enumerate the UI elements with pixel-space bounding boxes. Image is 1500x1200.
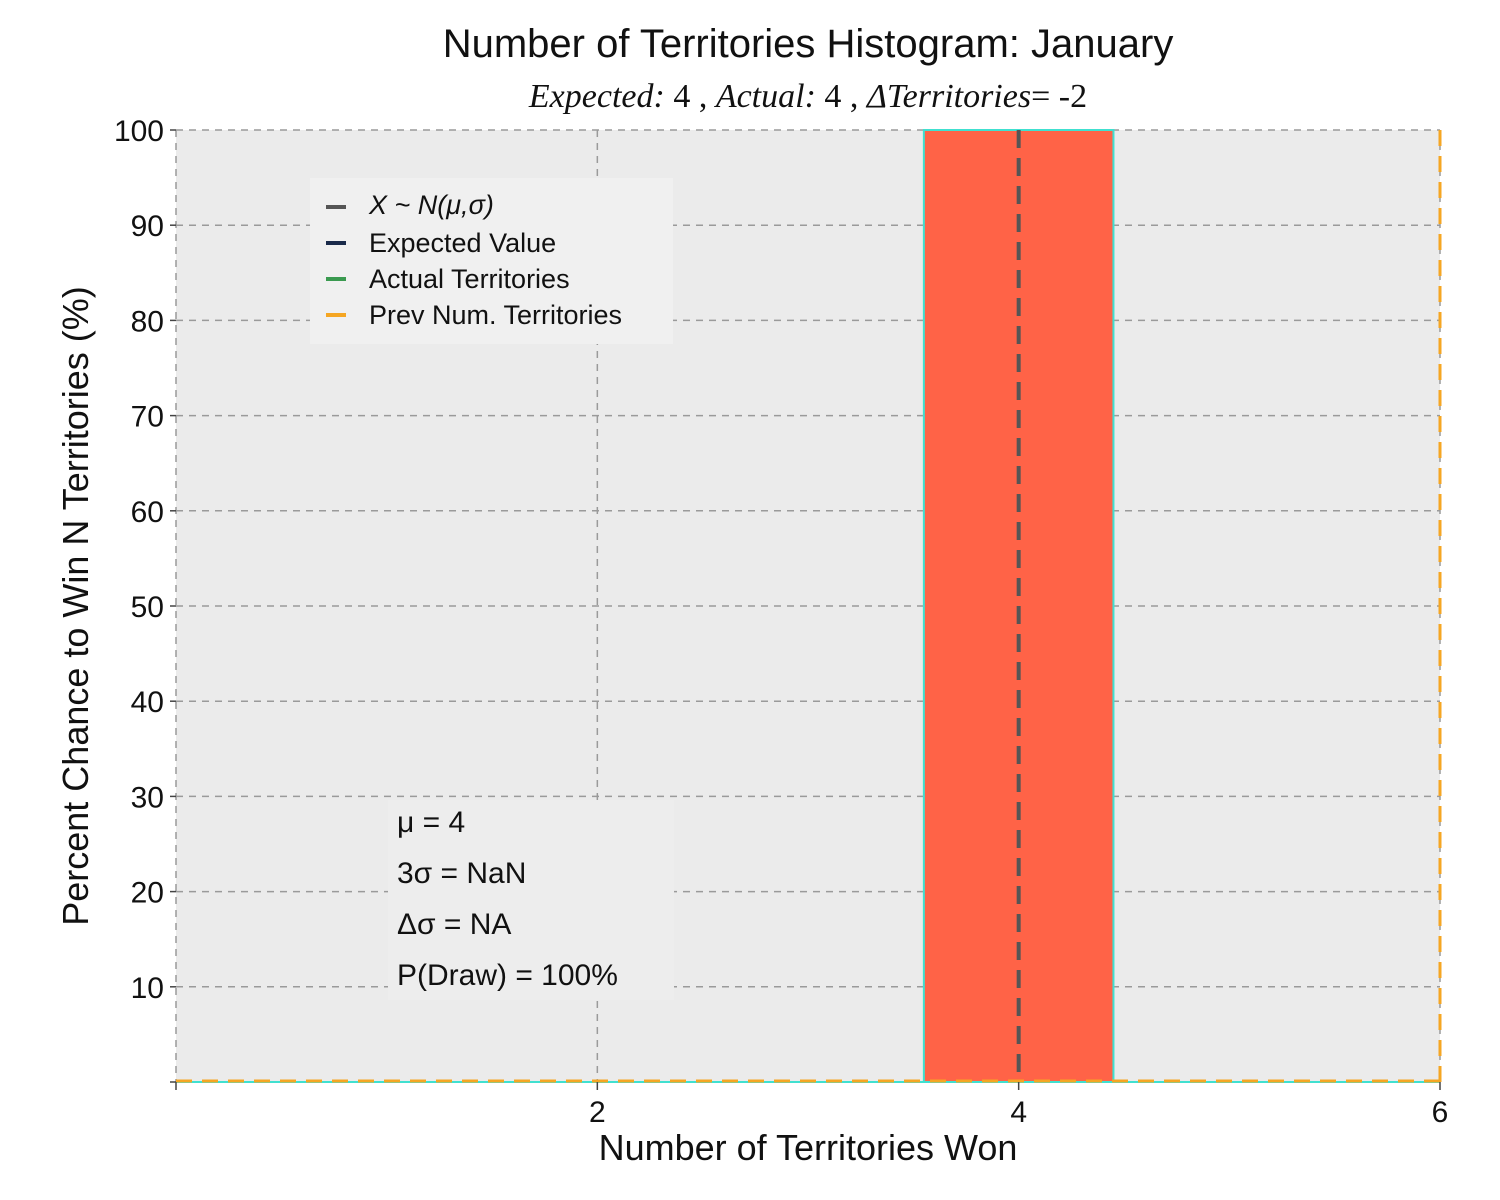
y-tick-label: 100 [114,115,164,148]
y-axis-label: Percent Chance to Win N Territories (%) [55,286,96,926]
stat-p-draw: P(Draw) = 100% [397,959,618,992]
stats-box: μ = 4 3σ = NaN Δσ = NA P(Draw) = 100% [388,800,674,1000]
legend-label-normal: X ~ N(μ,σ) [368,190,494,220]
y-tick-label: 30 [131,781,164,814]
y-tick-label: 60 [131,496,164,529]
legend-label-expected: Expected Value [369,228,556,258]
x-tick-label: 2 [589,1096,606,1129]
y-tick-label: 20 [131,877,164,910]
subtitle-sep-1: , [698,78,708,115]
subtitle-actual-value: 4 [824,78,842,115]
stat-three-sigma: 3σ = NaN [397,857,526,890]
legend-label-prev: Prev Num. Territories [369,300,622,330]
x-axis-label: Number of Territories Won [599,1127,1018,1168]
chart-title: Number of Territories Histogram: January [442,22,1174,66]
subtitle-actual-label: Actual: [715,78,816,115]
chart-subtitle: Expected: 4 , Actual: 4 , ΔTerritories= … [0,78,1500,116]
legend: X ~ N(μ,σ) Expected Value Actual Territo… [310,178,673,344]
y-tick-label: 50 [131,591,164,624]
x-tick-label: 6 [1432,1096,1449,1129]
y-tick-label: 10 [131,972,164,1005]
y-tick-label: 90 [131,210,164,243]
subtitle-expected-value: 4 [673,78,691,115]
legend-box [310,178,673,344]
stat-mu: μ = 4 [397,806,465,839]
y-tick-label: 80 [131,305,164,338]
chart-marks [176,129,1442,1083]
subtitle-delta-label: ΔTerritories [866,78,1032,115]
y-tick-label: 40 [131,686,164,719]
axes: 10 20 30 40 50 60 70 80 90 100 2 4 6 [114,115,1448,1129]
subtitle-delta-value: = -2 [1031,78,1088,115]
x-tick-label: 4 [1010,1096,1027,1129]
subtitle-sep-2: , [849,78,859,115]
stats-box-bg [388,800,674,1000]
stat-delta-sigma: Δσ = NA [397,908,511,941]
subtitle-expected-label: Expected: [528,78,665,115]
legend-label-actual: Actual Territories [369,264,570,294]
y-tick-label: 70 [131,401,164,434]
